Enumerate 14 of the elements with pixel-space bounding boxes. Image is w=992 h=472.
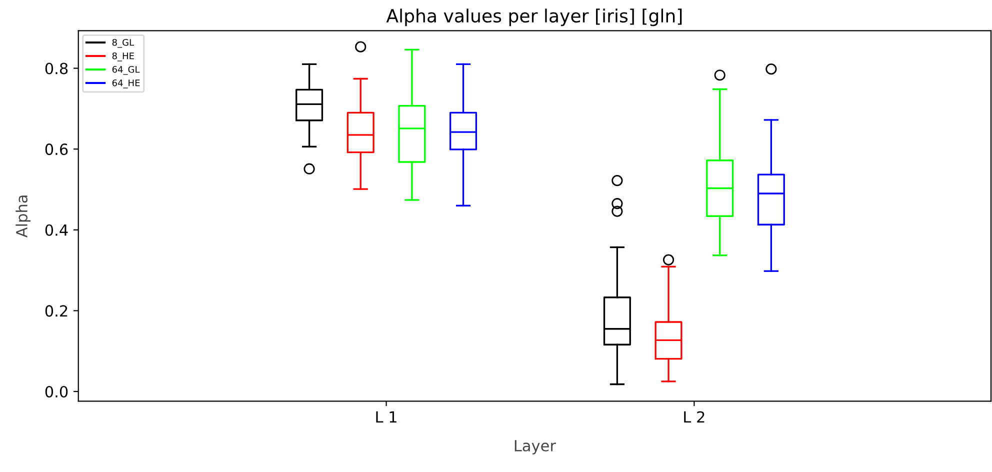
x-tick-label: L 2 bbox=[684, 411, 704, 423]
legend-label: 64_GL bbox=[112, 66, 140, 75]
legend-label: 8_GL bbox=[112, 38, 134, 48]
y-axis-title: Alpha bbox=[16, 196, 30, 238]
chart-title: Alpha values per layer [iris] [gln] bbox=[386, 8, 682, 26]
x-axis-title: Layer bbox=[514, 440, 556, 454]
y-tick-label: 0.2 bbox=[45, 305, 68, 317]
legend-label: 64_HE bbox=[112, 79, 140, 88]
y-tick-label: 0.6 bbox=[45, 144, 68, 156]
y-tick-label: 0.4 bbox=[45, 224, 68, 236]
y-tick-label: 0.0 bbox=[45, 386, 68, 398]
legend-label: 8_HE bbox=[112, 52, 134, 62]
x-tick-label: L 1 bbox=[376, 411, 396, 423]
y-tick-label: 0.8 bbox=[45, 62, 68, 74]
